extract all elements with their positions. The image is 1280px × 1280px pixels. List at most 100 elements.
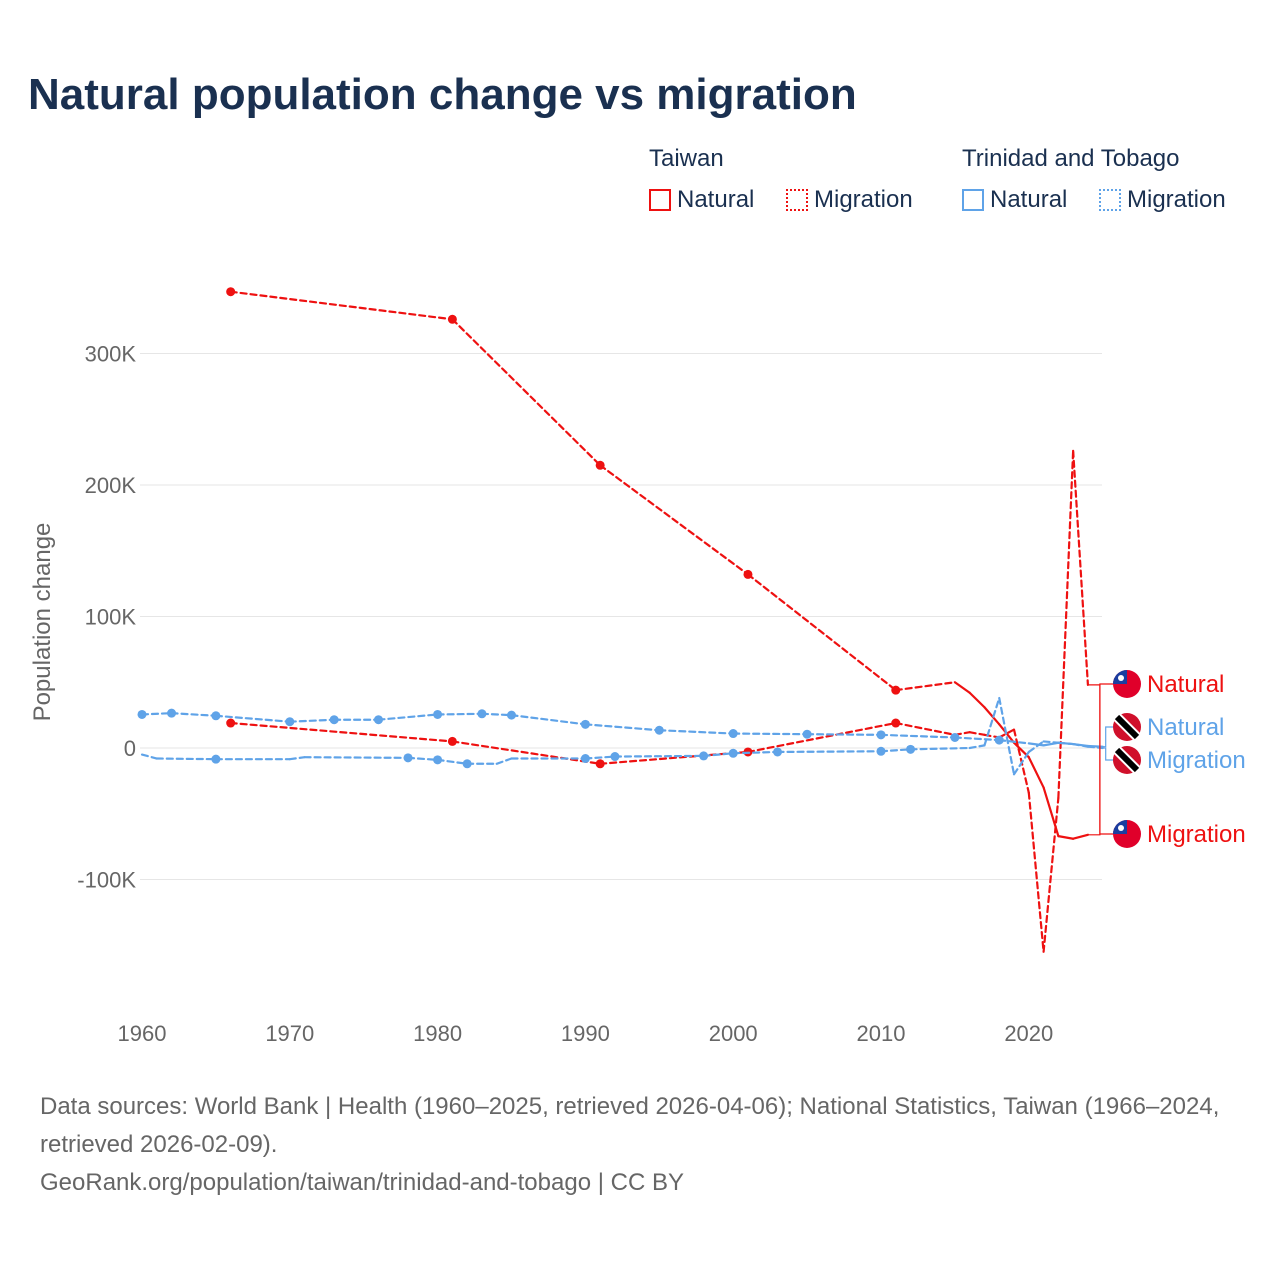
data-point xyxy=(403,753,413,763)
line-segment xyxy=(140,712,173,716)
data-point xyxy=(876,746,886,756)
data-point xyxy=(447,314,457,324)
line-segment xyxy=(968,691,986,709)
line-segment xyxy=(983,706,1001,726)
line-segment xyxy=(155,757,217,761)
line-segment xyxy=(1027,740,1045,754)
data-point xyxy=(802,729,812,739)
data-point xyxy=(610,752,620,762)
taiwan-flag-icon xyxy=(1113,670,1141,698)
y-tick-label: 200K xyxy=(85,473,137,498)
data-point xyxy=(950,732,960,742)
line-segment xyxy=(909,746,971,751)
line-segment xyxy=(584,755,617,760)
solid-swatch-icon xyxy=(649,189,671,211)
data-point xyxy=(137,709,147,719)
solid-swatch-icon xyxy=(962,189,984,211)
data-point xyxy=(329,715,339,725)
legend-label: Migration xyxy=(1127,186,1226,213)
data-point xyxy=(211,711,221,721)
end-label-trinidad-and-tobago-migration: Migration xyxy=(1147,747,1246,774)
line-segment xyxy=(1072,833,1090,840)
data-point xyxy=(595,460,605,470)
line-segment xyxy=(1012,750,1030,776)
data-point xyxy=(728,729,738,739)
line-segment xyxy=(613,754,705,758)
data-point xyxy=(773,747,783,757)
legend-group-trinidad: Trinidad and Tobago xyxy=(962,145,1180,172)
data-point xyxy=(226,287,236,297)
legend-item-trinidad-natural[interactable]: Natural xyxy=(962,186,1067,214)
line-segment xyxy=(998,728,1016,739)
line-segment xyxy=(377,713,439,721)
data-point xyxy=(433,755,443,765)
data-point xyxy=(891,718,901,728)
chart-title: Natural population change vs migration xyxy=(28,70,857,119)
credit-link[interactable]: GeoRank.org/population/taiwan/trinidad-a… xyxy=(40,1169,684,1196)
legend-group-taiwan: Taiwan xyxy=(649,145,724,172)
series-taiwan-migration xyxy=(226,449,1090,953)
line-segment xyxy=(998,696,1016,776)
data-point xyxy=(994,735,1004,745)
line-segment xyxy=(599,464,750,576)
line-segment xyxy=(436,712,484,716)
legend-item-trinidad-migration[interactable]: Migration xyxy=(1099,186,1226,214)
line-segment xyxy=(229,721,454,743)
line-segment xyxy=(140,753,158,760)
line-segment xyxy=(1072,449,1090,686)
data-point xyxy=(580,754,590,764)
line-segment xyxy=(1057,449,1075,800)
label-connector xyxy=(1102,726,1113,748)
legend-label: Natural xyxy=(677,186,755,213)
y-tick-label: 300K xyxy=(85,342,137,367)
label-connector xyxy=(1102,747,1113,761)
x-tick-label: 2000 xyxy=(709,1021,758,1046)
data-point xyxy=(447,736,457,746)
line-segment xyxy=(584,723,661,732)
data-point xyxy=(699,751,709,761)
line-segment xyxy=(702,752,735,757)
line-segment xyxy=(968,731,986,736)
y-tick-label: 0 xyxy=(124,736,136,761)
data-point xyxy=(477,709,487,719)
line-segment xyxy=(998,739,1030,745)
x-tick-label: 2010 xyxy=(857,1021,906,1046)
data-point xyxy=(654,725,664,735)
line-segment xyxy=(953,681,971,694)
line-segment xyxy=(1027,756,1045,789)
line-segment xyxy=(1057,741,1075,746)
y-axis-label: Population change xyxy=(29,523,56,722)
line-segment xyxy=(451,318,602,467)
line-segment xyxy=(894,681,957,692)
line-segment xyxy=(451,740,602,765)
line-segment xyxy=(658,729,735,735)
legend-label: Natural xyxy=(990,186,1068,213)
x-tick-label: 1970 xyxy=(265,1021,314,1046)
legend-label: Migration xyxy=(814,186,913,213)
line-segment xyxy=(776,750,883,754)
line-segment xyxy=(879,733,957,739)
line-segment xyxy=(968,744,986,750)
line-segment xyxy=(214,714,291,723)
line-segment xyxy=(170,712,217,717)
line-segment xyxy=(1027,742,1045,747)
data-point xyxy=(743,569,753,579)
data-point xyxy=(876,730,886,740)
line-segment xyxy=(1072,742,1090,748)
x-tick-label: 2020 xyxy=(1004,1021,1053,1046)
line-segment xyxy=(229,290,454,321)
legend-item-taiwan-natural[interactable]: Natural xyxy=(649,186,754,214)
line-segment xyxy=(1027,791,1045,953)
trinidad-flag-icon xyxy=(1113,713,1141,741)
chart-plot: -100K 0 100K 200K 300K 1960 1970 1980 1990 2000 20… xyxy=(29,287,1246,1046)
y-tick-label: -100K xyxy=(77,868,136,893)
taiwan-flag-icon xyxy=(1113,820,1141,848)
legend-item-taiwan-migration[interactable]: Migration xyxy=(786,186,913,214)
line-segment xyxy=(1042,740,1060,744)
line-segment xyxy=(894,721,957,736)
data-point xyxy=(728,748,738,758)
flag-sun xyxy=(1118,825,1124,831)
data-point xyxy=(507,710,516,720)
line-segment xyxy=(495,757,513,765)
end-label-trinidad-and-tobago-natural: Natural xyxy=(1147,714,1224,741)
